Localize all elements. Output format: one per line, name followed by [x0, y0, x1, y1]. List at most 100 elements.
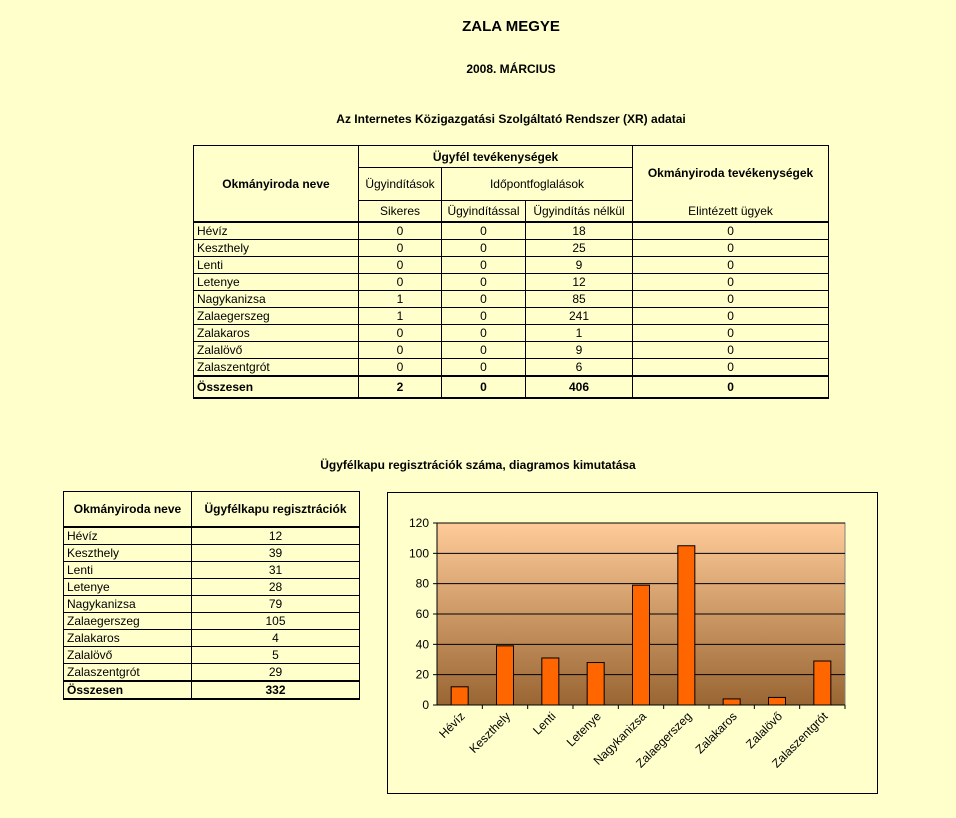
- sub-resolved: Elintézett ügyek: [632, 200, 830, 223]
- with-initiation-cell: 0: [441, 273, 526, 291]
- total-label: Összesen: [63, 680, 192, 700]
- without-initiation-cell: 85: [524, 290, 634, 308]
- successful-cell: 1: [358, 307, 442, 325]
- registrations-table: Okmányiroda neve Ügyfélkapu regisztráció…: [63, 491, 360, 700]
- with-initiation-cell: 0: [441, 222, 526, 240]
- without-initiation-cell: 18: [524, 222, 634, 240]
- resolved-cell: 0: [632, 341, 830, 359]
- resolved-cell: 0: [632, 222, 830, 240]
- office-name-cell: Zalaszentgrót: [193, 358, 359, 377]
- successful-cell: 0: [358, 341, 442, 359]
- y-tick-label: 80: [416, 577, 430, 591]
- col-office-name: Okmányiroda neve: [63, 491, 192, 528]
- y-tick-label: 60: [416, 607, 430, 621]
- office-name-cell: Zalalövő: [193, 341, 359, 359]
- total-registrations: 332: [191, 680, 360, 700]
- sub-initiations: Ügyindítások: [358, 167, 442, 201]
- office-name-cell: Keszthely: [63, 544, 192, 562]
- office-name-cell: Zalakaros: [193, 324, 359, 342]
- page-title: ZALA MEGYE: [462, 18, 560, 35]
- bar: [813, 660, 832, 706]
- x-tick-label: Keszthely: [466, 709, 513, 756]
- office-name-cell: Zalaegerszeg: [193, 307, 359, 325]
- bar: [722, 698, 741, 706]
- table-row: Keszthely 39: [63, 544, 360, 562]
- office-name-cell: Hévíz: [63, 527, 192, 545]
- sub-without-initiation: Ügyindítás nélkül: [524, 200, 634, 223]
- bar: [586, 662, 605, 706]
- table-total-row: Összesen 332: [63, 680, 360, 700]
- office-name-cell: Letenye: [63, 578, 192, 596]
- successful-cell: 0: [358, 273, 442, 291]
- y-tick-label: 120: [409, 516, 429, 530]
- table-row: Zalalövő 0 0 9 0: [193, 341, 830, 359]
- registrations-cell: 29: [191, 663, 360, 682]
- total-resolved: 0: [632, 375, 830, 399]
- total-without-initiation: 406: [524, 375, 634, 399]
- successful-cell: 0: [358, 358, 442, 377]
- table-row: Letenye 0 0 12 0: [193, 273, 830, 291]
- registrations-cell: 28: [191, 578, 360, 596]
- with-initiation-cell: 0: [441, 290, 526, 308]
- without-initiation-cell: 9: [524, 256, 634, 274]
- col-registrations: Ügyfélkapu regisztrációk: [191, 491, 360, 528]
- x-tick-label: Zalakaros: [693, 709, 740, 756]
- office-name-cell: Nagykanizsa: [63, 595, 192, 613]
- total-label: Összesen: [193, 375, 359, 399]
- without-initiation-cell: 241: [524, 307, 634, 325]
- y-tick-label: 0: [422, 698, 429, 712]
- total-with-initiation: 0: [441, 375, 526, 399]
- successful-cell: 0: [358, 256, 442, 274]
- xr-activity-table: Okmányiroda neve Ügyfél tevékenységek Ok…: [193, 145, 830, 399]
- office-name-cell: Letenye: [193, 273, 359, 291]
- office-name-cell: Hévíz: [193, 222, 359, 240]
- bar: [632, 584, 650, 706]
- table-row: Nagykanizsa 1 0 85 0: [193, 290, 830, 308]
- successful-cell: 1: [358, 290, 442, 308]
- office-name-cell: Lenti: [193, 256, 359, 274]
- with-initiation-cell: 0: [441, 341, 526, 359]
- with-initiation-cell: 0: [441, 358, 526, 377]
- resolved-cell: 0: [632, 307, 830, 325]
- group-office-activities: Okmányiroda tevékenységek: [632, 145, 830, 201]
- registrations-chart: 0 20 40 60 80 100 120 Hévíz Keszthely Lenti Leteny…: [387, 492, 878, 794]
- with-initiation-cell: 0: [441, 256, 526, 274]
- without-initiation-cell: 1: [524, 324, 634, 342]
- section-heading-ugyfelkapu: Ügyfélkapu regisztrációk száma, diagramo…: [320, 458, 636, 472]
- office-name-cell: Keszthely: [193, 239, 359, 257]
- successful-cell: 0: [358, 222, 442, 240]
- x-tick-label: Hévíz: [436, 709, 468, 741]
- table-row: Zalaszentgrót 0 0 6 0: [193, 358, 830, 377]
- resolved-cell: 0: [632, 324, 830, 342]
- bar: [496, 645, 514, 706]
- registrations-cell: 4: [191, 629, 360, 647]
- section-heading-xr: Az Internetes Közigazgatási Szolgáltató …: [336, 112, 686, 126]
- table-row: Zalaegerszeg 105: [63, 612, 360, 630]
- resolved-cell: 0: [632, 273, 830, 291]
- successful-cell: 0: [358, 239, 442, 257]
- office-name-cell: Zalalövő: [63, 646, 192, 664]
- with-initiation-cell: 0: [441, 324, 526, 342]
- x-tick-label: Letenye: [564, 709, 604, 749]
- without-initiation-cell: 12: [524, 273, 634, 291]
- table-row: Lenti 31: [63, 561, 360, 579]
- without-initiation-cell: 6: [524, 358, 634, 377]
- y-tick-label: 40: [416, 637, 430, 651]
- resolved-cell: 0: [632, 239, 830, 257]
- bar: [450, 686, 469, 706]
- bar: [677, 545, 696, 706]
- office-name-cell: Zalaszentgrót: [63, 663, 192, 682]
- without-initiation-cell: 9: [524, 341, 634, 359]
- bar: [768, 696, 786, 706]
- table-total-row: Összesen 2 0 406 0: [193, 375, 830, 399]
- registrations-cell: 105: [191, 612, 360, 630]
- y-tick-label: 20: [416, 668, 430, 682]
- registrations-cell: 79: [191, 595, 360, 613]
- table-row: Zalakaros 4: [63, 629, 360, 647]
- table-row: Nagykanizsa 79: [63, 595, 360, 613]
- y-tick-label: 100: [409, 546, 429, 560]
- table-row: Zalaszentgrót 29: [63, 663, 360, 682]
- bar: [541, 657, 560, 706]
- table-row: Zalakaros 0 0 1 0: [193, 324, 830, 342]
